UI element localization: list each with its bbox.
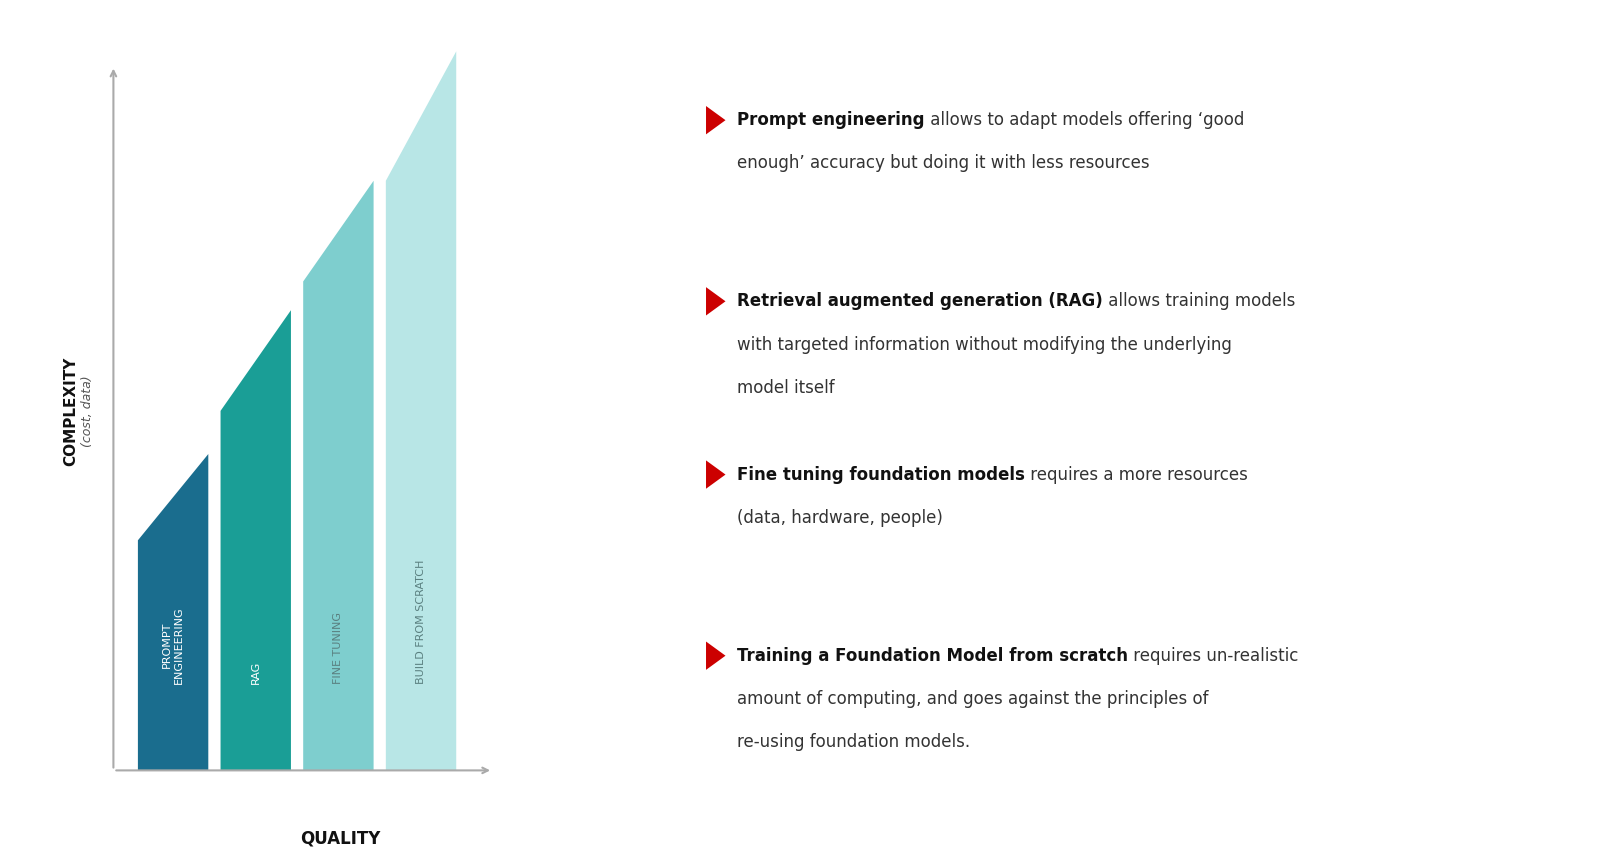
Text: (cost, data): (cost, data) xyxy=(81,375,93,447)
Text: amount of computing, and goes against the principles of: amount of computing, and goes against th… xyxy=(738,690,1208,708)
Text: Training a Foundation Model from scratch: Training a Foundation Model from scratch xyxy=(738,646,1128,665)
Polygon shape xyxy=(706,461,725,489)
Polygon shape xyxy=(706,106,725,134)
Text: Fine tuning foundation models: Fine tuning foundation models xyxy=(738,466,1025,484)
Text: with targeted information without modifying the underlying: with targeted information without modify… xyxy=(738,336,1232,354)
Polygon shape xyxy=(139,454,208,770)
Text: enough’ accuracy but doing it with less resources: enough’ accuracy but doing it with less … xyxy=(738,154,1150,173)
Text: requires un-realistic: requires un-realistic xyxy=(1128,646,1298,665)
Text: FINE TUNING: FINE TUNING xyxy=(333,612,343,684)
Text: QUALITY: QUALITY xyxy=(300,829,380,848)
Polygon shape xyxy=(706,287,725,316)
Text: allows to adapt models offering ‘good: allows to adapt models offering ‘good xyxy=(925,111,1244,129)
Text: Retrieval augmented generation (RAG): Retrieval augmented generation (RAG) xyxy=(738,292,1104,311)
Polygon shape xyxy=(706,641,725,670)
Text: Prompt engineering: Prompt engineering xyxy=(738,111,925,129)
Polygon shape xyxy=(387,51,456,770)
Text: model itself: model itself xyxy=(738,379,834,397)
Text: re-using foundation models.: re-using foundation models. xyxy=(738,734,970,752)
Text: COMPLEXITY: COMPLEXITY xyxy=(63,356,77,466)
Text: RAG: RAG xyxy=(251,661,261,684)
Text: requires a more resources: requires a more resources xyxy=(1025,466,1249,484)
Text: PROMPT
ENGINEERING: PROMPT ENGINEERING xyxy=(163,607,184,684)
Polygon shape xyxy=(303,181,374,770)
Text: (data, hardware, people): (data, hardware, people) xyxy=(738,508,942,527)
Text: allows training models: allows training models xyxy=(1104,292,1295,311)
Polygon shape xyxy=(221,310,292,770)
Text: BUILD FROM SCRATCH: BUILD FROM SCRATCH xyxy=(416,560,425,684)
